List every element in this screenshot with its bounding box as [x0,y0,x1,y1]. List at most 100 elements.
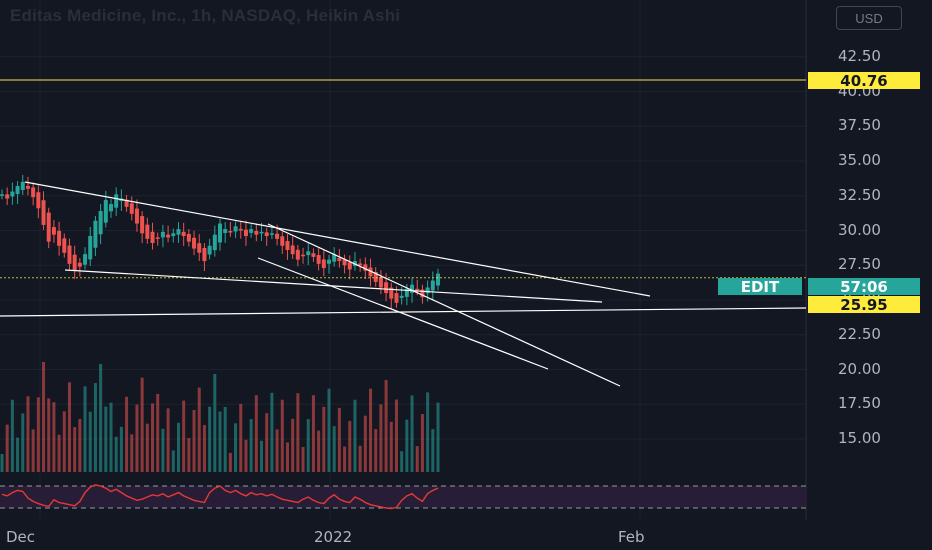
chart-title: Editas Medicine, Inc., 1h, NASDAQ, Heiki… [10,6,401,25]
candle-body [62,238,67,253]
volume-bar [130,434,134,472]
candle-body [321,259,326,269]
volume-bar [426,392,430,472]
candle-body [176,229,181,235]
price-tick-label: 35.00 [838,151,881,169]
volume-bar [374,429,378,472]
volume-bar [218,411,222,472]
volume-bar [57,434,61,472]
candle-body [228,231,233,233]
volume-bar [400,451,404,472]
volume-bar [171,450,175,472]
price-tick-label: 37.50 [838,116,881,135]
candle-body [46,212,51,242]
volume-bar [348,420,352,472]
time-tick-label: Dec [6,528,36,546]
candle-body [420,289,425,298]
candle-body [399,295,404,298]
volume-bar [16,437,20,472]
volume-bar [73,427,77,472]
volume-bar [249,419,253,472]
time-tick-label: Feb [618,528,645,546]
candle-body [378,276,383,288]
volume-bar [88,411,92,472]
volume-bar [161,428,165,472]
candle-body [202,247,207,262]
volume-bar [301,447,305,472]
symbol-tag: EDIT [718,278,802,296]
volume-bar [379,404,383,472]
volume-bar [135,404,139,472]
candlestick-series [0,174,440,309]
candle-body [212,234,217,251]
candle-body [249,229,254,233]
volume-bar [109,402,113,472]
volume-bar [176,422,180,472]
price-tick-label: 15.00 [838,429,881,447]
volume-bar [343,446,347,472]
currency-selector[interactable]: USD [836,6,902,30]
volume-bar [228,452,232,472]
candle-body [358,263,363,266]
volume-bar [389,421,393,472]
candle-body [186,233,191,242]
candle-body [109,204,113,212]
candle-body [51,227,56,235]
volume-bar [410,395,414,472]
time-tick-label: 2022 [314,528,353,546]
volume-bar [125,396,129,472]
volume-bar [280,399,284,472]
volume-bar [208,406,212,472]
candle-body [415,288,420,291]
volume-bar [10,399,14,472]
volume-bar [42,362,46,472]
volume-bar [166,408,170,472]
volume-bar [275,429,279,472]
price-tick-label: 27.50 [838,255,881,274]
candle-body [218,223,222,243]
volume-bar [156,393,160,472]
volume-bar [332,426,336,472]
trendline [24,181,651,297]
candle-body [155,237,160,239]
volume-bar [140,377,144,472]
volume-bar [369,388,373,472]
volume-bar [213,373,217,472]
candle-body [259,231,264,234]
candle-body [363,264,368,271]
volume-bar [358,445,362,472]
volume-bar [83,386,87,472]
volume-bar [223,406,227,472]
price-tick-label: 17.50 [838,394,881,413]
volume-bar [431,429,435,472]
volume-bar [182,400,186,472]
candle-body [134,208,139,224]
volume-bar [322,406,326,472]
candle-body [57,230,62,246]
candle-body [410,284,415,293]
candle-body [103,199,108,223]
volume-bar [192,410,196,472]
volume-bar [436,402,440,472]
candle-body [243,229,248,237]
trendline [64,269,603,303]
candle-body [316,255,321,264]
candle-body [67,245,72,264]
volume-bar [62,411,66,472]
volume-bar [353,399,357,472]
candle-body [430,280,435,291]
candle-body [337,257,342,262]
candle-body [140,216,145,234]
candle-body [150,231,155,244]
volume-bar [239,403,243,472]
rsi-line [1,484,439,510]
volume-bar [270,392,274,472]
volume-bar [285,442,289,472]
volume-bar [119,426,123,472]
volume-bar [104,406,108,472]
volume-bar [260,440,264,472]
candle-body [436,273,440,286]
candle-body [301,254,306,257]
volume-bar [405,419,409,472]
